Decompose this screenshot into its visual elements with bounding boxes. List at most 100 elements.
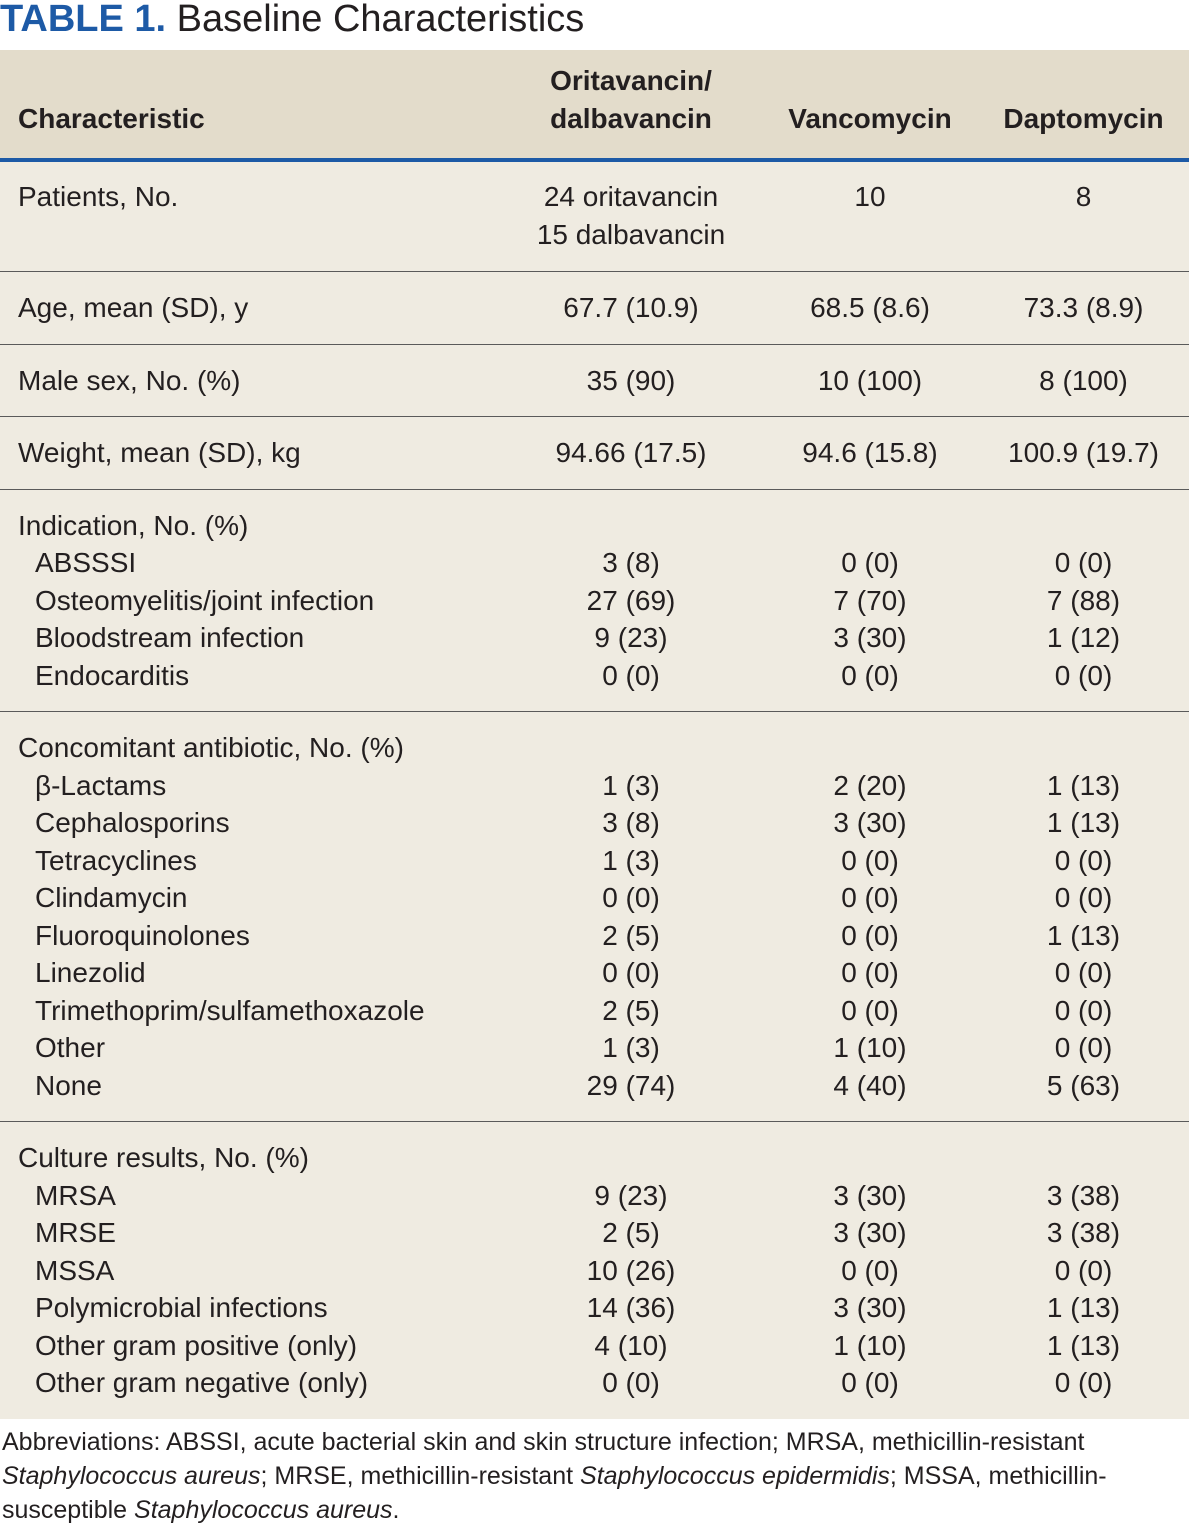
value: 0 (0) [1054,1367,1113,1398]
value: 1 (10) [833,1329,907,1361]
sub-label: Other gram negative (only) [35,1367,369,1398]
group-label: Indication, No. (%) [18,509,249,541]
value: 0 (0) [841,547,899,578]
sub-label: None [35,1069,102,1101]
cell-daptomycin: 73.3 (8.9) [978,271,1189,344]
sub-label: ABSSSI [35,547,137,578]
table-footnote: Abbreviations: ABSSI, acute bacterial sk… [2,1425,1187,1527]
sub-label: Bloodstream infection [35,622,305,653]
cell-oritavancin: 24 oritavancin 15 dalbavancin [500,160,762,272]
value: 14 (36) [586,1292,676,1323]
value: 1 (3) [602,1032,660,1063]
value: 0 (0) [841,659,899,691]
sub-label: Trimethoprim/sulfamethoxazole [35,994,425,1026]
sub-label: MSSA [35,1254,115,1286]
value: 7 (70) [833,584,907,616]
value: 2 (20) [833,769,907,801]
value: 0 (0) [1054,547,1113,578]
value: 0 (0) [1054,659,1113,691]
value: 0 (0) [841,919,899,951]
sub-label: Other [35,1032,106,1063]
footnote-species: Staphylococcus aureus [134,1496,393,1524]
value: 3 (30) [833,1292,907,1323]
value: 1 (13) [1046,1292,1121,1323]
value: 0 (0) [841,844,899,876]
cell-oritavancin: 3 (8) 27 (69) 9 (23) 0 (0) [500,488,762,712]
footnote-text: . [392,1496,400,1524]
table-row-age: Age, mean (SD), y 67.7 (10.9) 68.5 (8.6)… [0,271,1189,344]
header-oritavancin-line1: Oritavancin/ [550,65,712,96]
header-daptomycin: Daptomycin [978,50,1189,162]
cell-oritavancin: 35 (90) [500,343,762,417]
value: 0 (0) [602,659,660,691]
sub-label: Polymicrobial infections [35,1292,328,1323]
table-header: Characteristic Oritavancin/ dalbavancin … [0,50,1189,162]
value: 29 (74) [586,1069,676,1101]
value: 3 (8) [602,807,660,838]
value: 0 (0) [1054,957,1113,988]
sub-label: Linezolid [35,957,146,988]
sub-label: Endocarditis [35,659,190,691]
cell-daptomycin: 100.9 (19.7) [978,416,1189,489]
cell-oritavancin: 67.7 (10.9) [500,271,762,344]
row-label-cell: Indication, No. (%) ABSSSI Osteomyelitis… [0,488,500,712]
sub-label: MRSE [35,1217,116,1248]
sub-label: Osteomyelitis/joint infection [35,584,375,616]
value: 2 (5) [602,994,660,1026]
cell-vancomycin: 2 (20) 3 (30) 0 (0) 0 (0) 0 (0) 0 (0) 0 … [762,711,978,1122]
value: 5 (63) [1046,1069,1121,1101]
cell-vancomycin: 68.5 (8.6) [762,271,978,344]
footnote-species: Staphylococcus epidermidis [580,1462,890,1490]
value: 1 (13) [1046,807,1121,838]
value: 1 (12) [1046,622,1121,653]
value: 1 (13) [1046,1329,1121,1361]
value: 0 (0) [1054,844,1113,876]
header-oritavancin-line2: dalbavancin [550,103,712,134]
row-label: Weight, mean (SD), kg [0,416,500,489]
value: 4 (40) [833,1069,907,1101]
value: 3 (30) [833,622,907,653]
header-oritavancin-dalbavancin: Oritavancin/ dalbavancin [500,50,762,162]
value: 1 (3) [602,844,660,876]
value: 3 (30) [833,1217,907,1248]
table-row-concomitant-antibiotic: Concomitant antibiotic, No. (%) β-Lactam… [0,711,1189,1122]
sub-label: Other gram positive (only) [35,1329,358,1361]
cell-daptomycin: 8 [978,160,1189,272]
value: 1 (10) [833,1032,907,1063]
group-label: Culture results, No. (%) [18,1142,309,1173]
sub-label: MRSA [35,1179,116,1211]
header-row: Characteristic Oritavancin/ dalbavancin … [0,50,1189,162]
table-title: TABLE 1. Baseline Characteristics [0,0,584,42]
value: 3 (30) [833,1179,907,1211]
value: 7 (88) [1046,584,1121,616]
sub-label: Tetracyclines [35,844,197,876]
value: 0 (0) [841,994,899,1026]
row-label-cell: Culture results, No. (%) MRSA MRSE MSSA … [0,1121,500,1419]
cell-daptomycin: 3 (38) 3 (38) 0 (0) 1 (13) 1 (13) 0 (0) [978,1121,1189,1419]
table-caption: Baseline Characteristics [176,0,585,40]
value: 0 (0) [841,1254,899,1286]
row-label: Patients, No. [0,160,500,272]
value: 10 (26) [586,1254,676,1286]
value: 9 (23) [594,1179,668,1211]
value: 1 (13) [1046,919,1121,951]
table-row-indication: Indication, No. (%) ABSSSI Osteomyelitis… [0,488,1189,712]
cell-daptomycin: 1 (13) 1 (13) 0 (0) 0 (0) 1 (13) 0 (0) 0… [978,711,1189,1122]
table-body: Patients, No. 24 oritavancin 15 dalbavan… [0,160,1189,1419]
value: 0 (0) [602,882,660,913]
value: 3 (38) [1046,1217,1121,1248]
cell-oritavancin: 9 (23) 2 (5) 10 (26) 14 (36) 4 (10) 0 (0… [500,1121,762,1419]
value: 27 (69) [586,584,676,616]
value: 1 (13) [1046,769,1121,801]
footnote-species: Staphylococcus aureus [2,1462,261,1490]
table-row-culture-results: Culture results, No. (%) MRSA MRSE MSSA … [0,1121,1189,1419]
cell-oritavancin-line1: 24 oritavancin [543,181,719,212]
header-vancomycin: Vancomycin [762,50,978,162]
value: 1 (3) [602,769,660,801]
value: 4 (10) [594,1329,668,1361]
value: 3 (38) [1046,1179,1121,1211]
sub-label: β-Lactams [35,769,167,801]
value: 0 (0) [841,882,899,913]
value: 0 (0) [1054,994,1113,1026]
table-row-patients: Patients, No. 24 oritavancin 15 dalbavan… [0,160,1189,272]
